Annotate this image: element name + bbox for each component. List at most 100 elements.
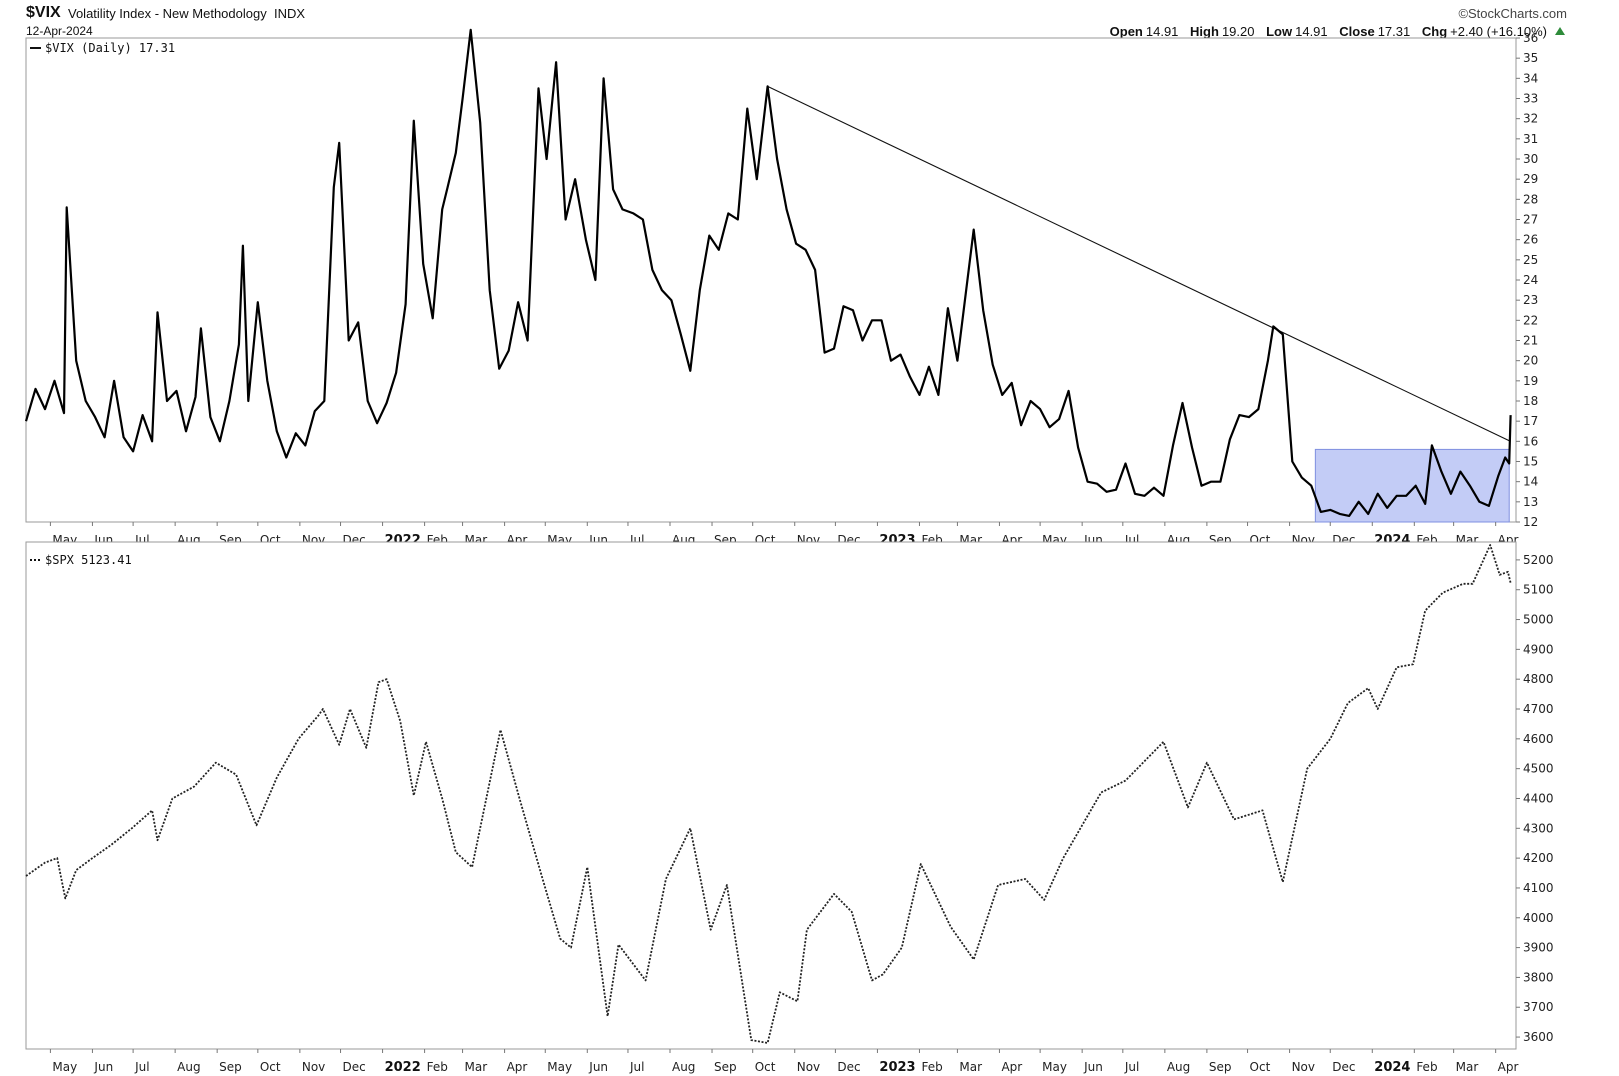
spx-x-tick-label: Aug bbox=[1167, 1060, 1190, 1074]
vix-data-point bbox=[1256, 407, 1260, 411]
vix-data-point bbox=[1300, 476, 1304, 480]
vix-data-point bbox=[564, 218, 568, 222]
vix-data-point bbox=[1200, 484, 1204, 488]
spx-data-point bbox=[766, 1041, 770, 1045]
vix-data-point bbox=[1019, 423, 1023, 427]
spx-panel[interactable]: 3600 3700 3800 3900 4000 4100 4200 4300 4400 4500… bbox=[24, 541, 1554, 1075]
vix-data-point bbox=[991, 363, 995, 367]
spx-x-tick-label: 2023 bbox=[879, 1060, 915, 1075]
spx-data-point bbox=[972, 958, 976, 962]
vix-y-tick-label: 33 bbox=[1523, 92, 1538, 106]
symbol-description: Volatility Index - New Methodology INDX bbox=[68, 6, 305, 21]
vix-data-point bbox=[745, 107, 749, 111]
vix-data-point bbox=[1190, 445, 1194, 449]
vix-data-point bbox=[545, 157, 549, 161]
spx-legend-label: $SPX 5123.41 bbox=[45, 553, 132, 567]
vix-y-tick-label: 18 bbox=[1523, 394, 1538, 408]
spx-data-point bbox=[996, 883, 1000, 887]
spx-data-point bbox=[606, 1014, 610, 1018]
vix-data-point bbox=[1496, 474, 1500, 478]
vix-data-point bbox=[1124, 462, 1128, 466]
high-value: 19.20 bbox=[1221, 24, 1255, 39]
spx-data-point bbox=[1509, 581, 1513, 585]
vix-data-point bbox=[775, 157, 779, 161]
vix-data-point bbox=[736, 218, 740, 222]
vix-y-tick-label: 35 bbox=[1523, 51, 1538, 65]
vix-data-point bbox=[24, 419, 28, 423]
vix-data-point bbox=[641, 218, 645, 222]
spx-data-point bbox=[1498, 573, 1502, 577]
vix-panel[interactable]: 12 13 14 15 16 17 18 19 20 21 22 23 24 25 26 27 28 29 30 31… bbox=[24, 28, 1538, 548]
spx-x-tick-label: Sep bbox=[1209, 1060, 1232, 1074]
vix-data-point bbox=[322, 399, 326, 403]
spx-y-tick-label: 3800 bbox=[1523, 970, 1554, 984]
vix-data-point bbox=[573, 177, 577, 181]
vix-data-point bbox=[755, 177, 759, 181]
change-label: Chg bbox=[1421, 24, 1448, 39]
spx-data-point bbox=[850, 910, 854, 914]
spx-data-point bbox=[377, 680, 381, 684]
spx-y-tick-label: 4100 bbox=[1523, 881, 1554, 895]
vix-data-point bbox=[1404, 494, 1408, 498]
spx-data-point bbox=[644, 978, 648, 982]
spx-x-tick-label: Nov bbox=[797, 1060, 820, 1074]
spx-x-tick-label: Feb bbox=[427, 1060, 448, 1074]
spx-x-tick-label: Mar bbox=[465, 1060, 488, 1074]
spx-data-point bbox=[1366, 686, 1370, 690]
vix-data-point bbox=[112, 379, 116, 383]
vix-data-point bbox=[1430, 443, 1434, 447]
low-label: Low bbox=[1266, 24, 1293, 39]
spx-data-point bbox=[900, 946, 904, 950]
vix-data-point bbox=[122, 435, 126, 439]
vix-data-point bbox=[1048, 425, 1052, 429]
spx-data-point bbox=[234, 773, 238, 777]
vix-data-point bbox=[241, 244, 245, 248]
vix-series-line bbox=[24, 28, 1512, 517]
vix-data-point bbox=[1076, 445, 1080, 449]
spx-data-point bbox=[170, 797, 174, 801]
vix-data-point bbox=[1029, 399, 1033, 403]
vix-data-point bbox=[488, 288, 492, 292]
spx-data-point bbox=[297, 737, 301, 741]
vix-data-point bbox=[103, 435, 107, 439]
vix-data-point bbox=[440, 207, 444, 211]
spx-data-point bbox=[1186, 805, 1190, 809]
spx-data-point bbox=[1061, 856, 1065, 860]
spx-data-point bbox=[43, 861, 47, 865]
vix-data-point bbox=[832, 347, 836, 351]
brand-watermark[interactable]: ©StockCharts.com bbox=[1458, 6, 1567, 21]
low-value: 14.91 bbox=[1295, 24, 1328, 39]
vix-y-tick-label: 31 bbox=[1523, 132, 1538, 146]
spx-data-point bbox=[558, 937, 562, 941]
vix-data-point bbox=[1319, 510, 1323, 514]
spx-data-point bbox=[150, 808, 154, 812]
vix-data-point bbox=[688, 369, 692, 373]
spx-data-point bbox=[364, 746, 368, 750]
spx-data-point bbox=[192, 785, 196, 789]
vix-data-point bbox=[1290, 460, 1294, 464]
vix-data-point bbox=[631, 211, 635, 215]
spx-data-point bbox=[1395, 665, 1399, 669]
vix-data-point bbox=[1423, 502, 1427, 506]
vix-data-point bbox=[981, 308, 985, 312]
vix-data-point bbox=[141, 413, 145, 417]
vix-y-tick-label: 27 bbox=[1523, 213, 1538, 227]
vix-data-point bbox=[880, 318, 884, 322]
spx-data-point bbox=[778, 990, 782, 994]
spx-plot-frame bbox=[25, 541, 1517, 1050]
vix-y-tick-label: 16 bbox=[1523, 434, 1538, 448]
vix-data-point bbox=[165, 399, 169, 403]
change-value: +2.40 (+16.10%) bbox=[1450, 24, 1547, 39]
vix-y-tick-label: 20 bbox=[1523, 354, 1538, 368]
vix-data-point bbox=[766, 84, 770, 88]
vix-data-point bbox=[156, 310, 160, 314]
spx-data-point bbox=[832, 892, 836, 896]
vix-data-point bbox=[175, 389, 179, 393]
spx-y-tick-label: 4700 bbox=[1523, 702, 1554, 716]
spx-x-tick-label: Sep bbox=[219, 1060, 242, 1074]
vix-data-point bbox=[726, 211, 730, 215]
spx-y-tick-label: 5000 bbox=[1523, 613, 1554, 627]
spx-data-point bbox=[1023, 877, 1027, 881]
vix-data-point bbox=[660, 288, 664, 292]
